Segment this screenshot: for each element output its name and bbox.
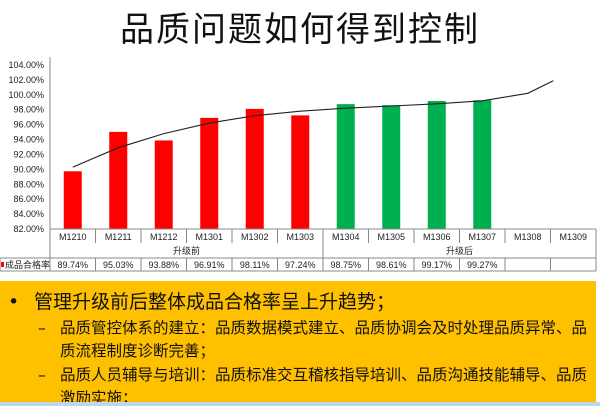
x-tick-label: M1303 bbox=[286, 232, 314, 242]
trendline bbox=[72, 80, 554, 168]
bottom-strip bbox=[0, 402, 600, 406]
x-tick-label: M1211 bbox=[105, 232, 132, 242]
y-tick-label: 84.00% bbox=[13, 209, 44, 219]
y-tick-label: 104.00% bbox=[8, 60, 44, 70]
x-tick-label: M1301 bbox=[195, 232, 223, 242]
bullet-box: • 管理升级前后整体成品合格率呈上升趋势； – 品质管控体系的建立：品质数据模式建立… bbox=[0, 281, 596, 407]
bar-M1306 bbox=[427, 101, 446, 229]
x-tick-label: M1307 bbox=[468, 232, 496, 242]
bar-M1303 bbox=[291, 115, 310, 229]
sub-bullet: – 品质管控体系的建立：品质数据模式建立、品质协调会及时处理品质异常、品质流程制度… bbox=[38, 317, 593, 363]
data-label: 98.75% bbox=[330, 260, 361, 270]
x-tick-label: M1305 bbox=[377, 232, 405, 242]
y-tick-label: 92.00% bbox=[13, 149, 44, 159]
group-label: 升级前 bbox=[173, 245, 200, 256]
bullet-main: • 管理升级前后整体成品合格率呈上升趋势； bbox=[8, 287, 395, 314]
sub-bullet-text: 品质管控体系的建立：品质数据模式建立、品质协调会及时处理品质异常、品质流程制度诊… bbox=[60, 319, 588, 360]
legend-label: 成品合格率 bbox=[5, 259, 50, 270]
bullet-dot-icon: • bbox=[8, 291, 20, 313]
legend-key bbox=[1, 262, 4, 267]
x-tick-label: M1210 bbox=[59, 232, 87, 242]
data-label: 98.61% bbox=[376, 260, 407, 270]
bar-M1305 bbox=[382, 105, 401, 229]
bar-M1211 bbox=[109, 131, 128, 229]
data-label: 95.03% bbox=[103, 260, 134, 270]
x-tick-label: M1306 bbox=[423, 232, 451, 242]
y-tick-label: 94.00% bbox=[13, 135, 44, 145]
bar-M1210 bbox=[63, 171, 82, 229]
bar-M1304 bbox=[336, 104, 355, 229]
dash-icon: – bbox=[38, 366, 46, 384]
y-tick-label: 98.00% bbox=[13, 105, 44, 115]
x-tick-label: M1304 bbox=[332, 232, 360, 242]
data-label: 89.74% bbox=[57, 260, 88, 270]
bar-M1302 bbox=[245, 108, 264, 229]
y-tick-label: 88.00% bbox=[13, 179, 44, 189]
data-label: 93.88% bbox=[148, 260, 179, 270]
y-tick-label: 100.00% bbox=[8, 90, 44, 100]
data-label: 99.17% bbox=[421, 260, 452, 270]
data-label: 97.24% bbox=[285, 260, 316, 270]
x-tick-label: M1308 bbox=[514, 232, 542, 242]
y-tick-label: 102.00% bbox=[8, 75, 44, 85]
quality-chart: 82.00% 84.00% 86.00% 88.00% 90.00% 92.00% 94.0… bbox=[0, 57, 597, 272]
x-tick-label: M1309 bbox=[559, 232, 587, 242]
y-tick-label: 90.00% bbox=[13, 164, 44, 174]
data-label: 99.27% bbox=[467, 260, 498, 270]
bar-M1301 bbox=[200, 117, 219, 229]
data-label: 98.11% bbox=[240, 260, 270, 270]
x-tick-label: M1212 bbox=[150, 232, 178, 242]
y-tick-label: 96.00% bbox=[13, 120, 44, 130]
y-tick-label: 86.00% bbox=[13, 194, 44, 204]
dash-icon: – bbox=[38, 319, 46, 337]
y-tick-label: 82.00% bbox=[13, 224, 44, 234]
data-label: 96.91% bbox=[194, 260, 225, 270]
bar-M1307 bbox=[473, 100, 492, 229]
bullet-main-text: 管理升级前后整体成品合格率呈上升趋势； bbox=[34, 291, 396, 313]
x-tick-label: M1302 bbox=[241, 232, 269, 242]
slide-title: 品质问题如何得到控制 bbox=[120, 10, 480, 50]
bar-M1212 bbox=[154, 140, 173, 229]
group-label: 升级后 bbox=[446, 245, 473, 256]
